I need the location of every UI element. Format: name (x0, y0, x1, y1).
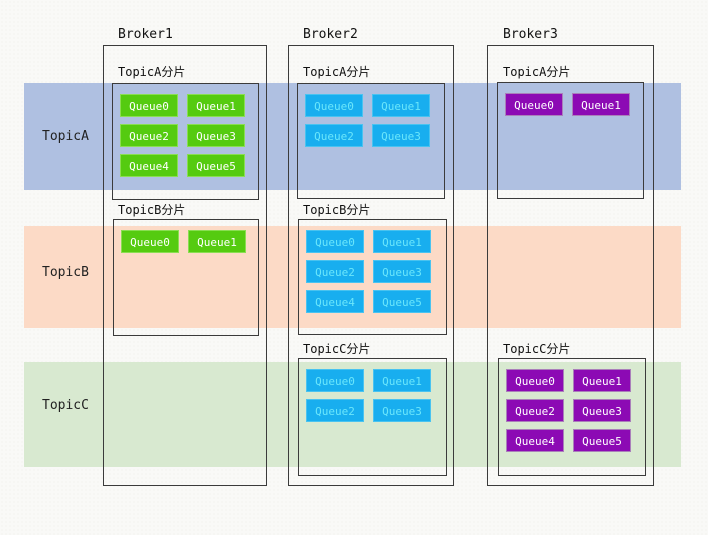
topic-b-label: TopicB (42, 265, 89, 280)
queue-box: Queue2 (305, 124, 363, 147)
queue-box: Queue2 (306, 399, 364, 422)
broker2-topicb-shard-box (298, 219, 447, 335)
broker2-topicb-shard-label: TopicB分片 (303, 203, 371, 217)
broker1-topica-queue-grid: Queue0 Queue1 Queue2 Queue3 Queue4 Queue… (120, 94, 246, 177)
broker2-topicc-shard-label: TopicC分片 (303, 342, 371, 356)
queue-box: Queue0 (120, 94, 178, 117)
broker2-topica-shard-label: TopicA分片 (303, 65, 371, 79)
broker2-topicb-queue-grid: Queue0 Queue1 Queue2 Queue3 Queue4 Queue… (306, 230, 432, 313)
queue-box: Queue2 (306, 260, 364, 283)
broker1-topica-shard-box (112, 83, 259, 200)
broker3-topicc-queue-grid: Queue0 Queue1 Queue2 Queue3 Queue4 Queue… (506, 369, 632, 452)
queue-box: Queue1 (373, 369, 431, 392)
broker3-topicc-shard-box (498, 358, 646, 476)
broker2-box (288, 45, 454, 486)
broker3-topica-queue-grid: Queue0 Queue1 (505, 93, 631, 116)
broker2-topicc-shard-box (298, 358, 447, 476)
queue-box: Queue0 (121, 230, 179, 253)
queue-box: Queue0 (505, 93, 563, 116)
queue-box: Queue3 (573, 399, 631, 422)
queue-box: Queue1 (373, 230, 431, 253)
queue-box: Queue4 (120, 154, 178, 177)
broker1-box (103, 45, 267, 486)
queue-box: Queue1 (573, 369, 631, 392)
broker2-topica-shard-box (297, 83, 445, 199)
broker3-label: Broker3 (503, 27, 558, 42)
queue-box: Queue1 (188, 230, 246, 253)
queue-box: Queue3 (373, 260, 431, 283)
queue-box: Queue1 (187, 94, 245, 117)
queue-box: Queue4 (506, 429, 564, 452)
broker3-topicc-shard-label: TopicC分片 (503, 342, 571, 356)
broker3-topica-shard-label: TopicA分片 (503, 65, 571, 79)
broker1-label: Broker1 (118, 27, 173, 42)
queue-box: Queue0 (506, 369, 564, 392)
broker1-topicb-queue-grid: Queue0 Queue1 (121, 230, 247, 253)
queue-box: Queue3 (373, 399, 431, 422)
broker2-topicc-queue-grid: Queue0 Queue1 Queue2 Queue3 (306, 369, 432, 422)
queue-box: Queue3 (372, 124, 430, 147)
queue-box: Queue1 (572, 93, 630, 116)
broker1-topica-shard-label: TopicA分片 (118, 65, 186, 79)
queue-box: Queue5 (373, 290, 431, 313)
queue-box: Queue3 (187, 124, 245, 147)
queue-box: Queue4 (306, 290, 364, 313)
queue-box: Queue0 (305, 94, 363, 117)
queue-box: Queue2 (120, 124, 178, 147)
queue-box: Queue1 (372, 94, 430, 117)
broker3-topica-shard-box (497, 82, 644, 199)
topic-c-label: TopicC (42, 398, 89, 413)
topic-a-label: TopicA (42, 129, 89, 144)
broker1-topicb-shard-label: TopicB分片 (118, 203, 186, 217)
broker2-topica-queue-grid: Queue0 Queue1 Queue2 Queue3 (305, 94, 431, 147)
broker1-topicb-shard-box (113, 219, 259, 336)
broker2-label: Broker2 (303, 27, 358, 42)
queue-box: Queue0 (306, 369, 364, 392)
queue-box: Queue0 (306, 230, 364, 253)
queue-box: Queue5 (187, 154, 245, 177)
broker3-box (487, 45, 654, 486)
queue-box: Queue2 (506, 399, 564, 422)
queue-box: Queue5 (573, 429, 631, 452)
